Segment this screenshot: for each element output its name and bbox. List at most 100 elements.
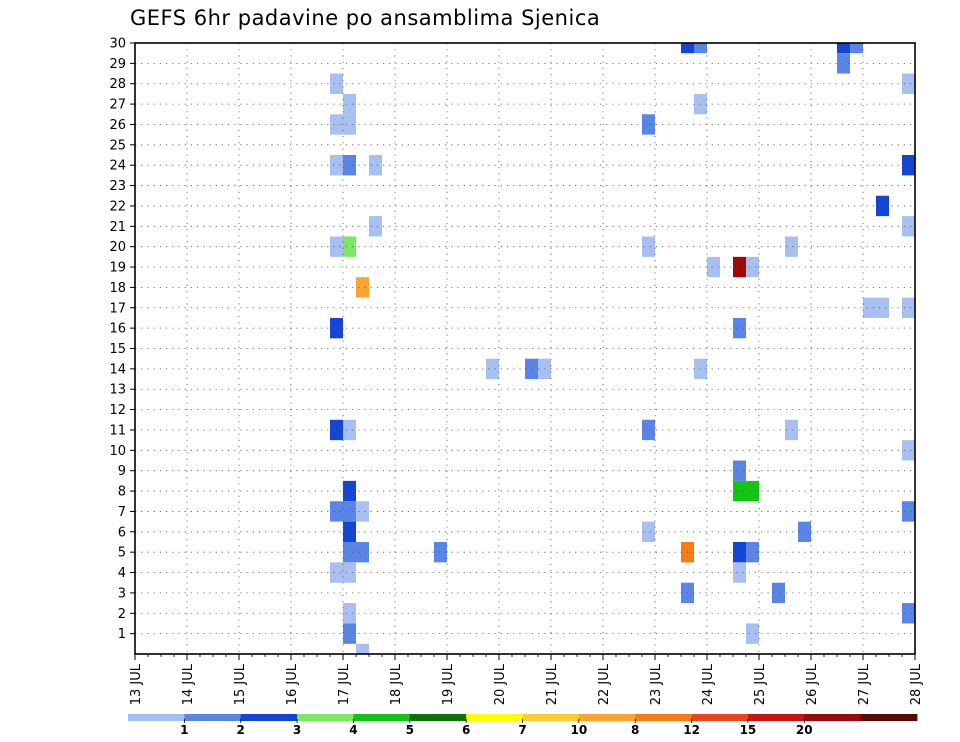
heatmap-cell xyxy=(837,43,850,54)
heatmap-cell xyxy=(434,541,447,563)
heatmap-cell xyxy=(343,541,356,563)
heatmap-cell xyxy=(694,358,707,380)
x-tick-label: 21 JUL xyxy=(545,663,560,705)
x-tick-label: 16 JUL xyxy=(285,663,300,705)
colorbar-swatch xyxy=(635,714,692,721)
y-tick-label: 7 xyxy=(118,505,126,520)
x-tick-label: 25 JUL xyxy=(753,663,768,705)
x-tick-label: 27 JUL xyxy=(857,663,872,705)
heatmap-cell xyxy=(330,114,343,135)
x-tick-label: 17 JUL xyxy=(337,663,352,705)
heatmap-cell xyxy=(694,93,707,115)
y-tick-label: 25 xyxy=(109,138,126,153)
heatmap-cell xyxy=(343,603,356,624)
heatmap-cell xyxy=(694,43,707,54)
heatmap-cell xyxy=(746,256,759,278)
y-tick-label: 22 xyxy=(109,199,126,214)
heatmap-cell xyxy=(343,419,356,441)
heatmap-cell xyxy=(902,297,915,318)
heatmap-cell xyxy=(707,256,720,278)
heatmap-cell xyxy=(330,562,343,583)
heatmap-cell xyxy=(902,603,915,624)
heatmap-cell xyxy=(902,73,915,94)
heatmap-cell xyxy=(902,216,915,237)
y-tick-label: 2 xyxy=(118,607,126,622)
x-axis: 13 JUL 14 JUL 15 JUL 16 JUL 17 JUL 18 JUL 19 J… xyxy=(129,654,924,705)
colorbar-label: 1 xyxy=(180,723,188,737)
y-tick-label: 9 xyxy=(118,464,126,479)
y-tick-label: 14 xyxy=(109,362,126,377)
heatmap-cell xyxy=(369,216,382,237)
heatmap-cell xyxy=(733,256,746,278)
heatmap-cell xyxy=(343,155,356,176)
colorbar-label: 5 xyxy=(406,723,414,737)
grid-lines xyxy=(135,42,915,654)
y-tick-label: 16 xyxy=(109,322,126,337)
heatmap-cell xyxy=(330,419,343,441)
chart-title: GEFS 6hr padavine po ansamblima Sjenica xyxy=(130,6,601,30)
heatmap-cell xyxy=(343,114,356,135)
heatmap-cell xyxy=(785,419,798,441)
y-tick-label: 28 xyxy=(109,77,126,92)
heatmap-cell xyxy=(369,155,382,176)
x-tick-label: 22 JUL xyxy=(597,663,612,705)
heatmap-cell xyxy=(356,501,369,522)
x-tick-label: 19 JUL xyxy=(441,663,456,705)
heatmap-cell xyxy=(798,521,811,542)
y-tick-label: 24 xyxy=(109,159,126,174)
colorbar-swatch xyxy=(240,714,298,721)
y-tick-label: 6 xyxy=(118,525,126,540)
heatmap-cell xyxy=(330,317,343,339)
heatmap-cell xyxy=(733,541,746,563)
colorbar-swatch xyxy=(691,714,749,721)
colorbar-swatch xyxy=(860,714,918,721)
y-tick-label: 13 xyxy=(109,383,126,398)
y-tick-label: 11 xyxy=(109,423,126,438)
colorbar-label: 20 xyxy=(796,723,813,737)
heatmap-cell xyxy=(733,480,746,502)
heatmap-cell xyxy=(733,460,746,481)
heatmap-cell xyxy=(733,317,746,339)
heatmap-cell xyxy=(850,43,863,54)
y-tick-label: 30 xyxy=(109,37,126,52)
colorbar-swatch xyxy=(353,714,411,721)
heatmap-cell xyxy=(330,73,343,94)
colorbar-label: 12 xyxy=(683,723,700,737)
x-tick-label: 14 JUL xyxy=(181,663,196,705)
colorbar-swatch xyxy=(184,714,242,721)
y-tick-label: 23 xyxy=(109,179,126,194)
x-tick-label: 13 JUL xyxy=(129,663,144,705)
y-tick-label: 8 xyxy=(118,485,126,500)
heatmap-cell xyxy=(330,155,343,176)
colorbar-label: 7 xyxy=(518,723,526,737)
y-tick-label: 5 xyxy=(118,546,126,561)
colorbar-swatch xyxy=(128,714,185,721)
heatmap-cell xyxy=(642,114,655,135)
x-tick-label: 23 JUL xyxy=(649,663,664,705)
colorbar-swatch xyxy=(466,714,523,721)
heatmap-cell xyxy=(733,562,746,583)
heatmap-cells xyxy=(330,43,915,654)
y-tick-label: 3 xyxy=(118,586,126,601)
heatmap-cell xyxy=(343,480,356,502)
heatmap-cell xyxy=(343,562,356,583)
plot-frame xyxy=(134,42,916,655)
heatmap-cell xyxy=(330,501,343,522)
colorbar-swatch xyxy=(297,714,354,721)
heatmap-cell xyxy=(343,236,356,257)
heatmap-cell xyxy=(876,195,889,217)
y-tick-label: 12 xyxy=(109,403,126,418)
y-tick-label: 27 xyxy=(109,98,126,113)
colorbar-label: 6 xyxy=(462,723,470,737)
colorbar-swatch xyxy=(522,714,580,721)
heatmap-cell xyxy=(330,236,343,257)
heatmap-cell xyxy=(902,155,915,176)
y-tick-label: 19 xyxy=(109,261,126,276)
colorbar-label: 10 xyxy=(571,723,588,737)
heatmap-cell xyxy=(356,277,369,298)
x-tick-label: 28 JUL xyxy=(909,663,924,705)
y-tick-label: 20 xyxy=(109,240,126,255)
heatmap-cell xyxy=(642,419,655,441)
colorbar-swatch xyxy=(409,714,467,721)
